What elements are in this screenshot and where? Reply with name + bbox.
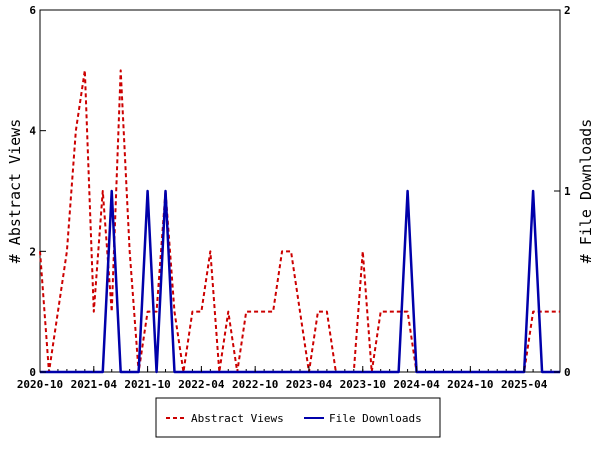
x-tick-label: 2023-10 bbox=[340, 378, 386, 391]
legend: Abstract Views File Downloads bbox=[155, 397, 441, 438]
legend-box bbox=[155, 397, 441, 438]
y-left-tick-label: 0 bbox=[29, 366, 36, 379]
x-tick-label: 2022-10 bbox=[232, 378, 278, 391]
y-right-tick-label: 1 bbox=[564, 185, 571, 198]
y-left-tick-label: 4 bbox=[29, 125, 36, 138]
y-left-tick-label: 6 bbox=[29, 4, 36, 17]
legend-label-abstract-views: Abstract Views bbox=[191, 412, 284, 425]
ticks-layer: 2020-10 2021-04 2021-10 2022-04 2022-10 2023-… bbox=[17, 4, 571, 391]
x-tick-label: 2020-10 bbox=[17, 378, 63, 391]
x-tick-label: 2024-04 bbox=[393, 378, 440, 391]
series-layer bbox=[39, 69, 560, 374]
x-tick-label: 2022-04 bbox=[178, 378, 225, 391]
x-tick-label: 2023-04 bbox=[286, 378, 333, 391]
series-line-file-downloads bbox=[40, 189, 560, 374]
y-right-tick-label: 0 bbox=[564, 366, 571, 379]
y-axis-right-label: # File Downloads bbox=[577, 119, 595, 264]
x-tick-label: 2021-10 bbox=[124, 378, 170, 391]
legend-label-file-downloads: File Downloads bbox=[329, 412, 422, 425]
x-tick-label: 2025-04 bbox=[501, 378, 548, 391]
y-left-tick-label: 2 bbox=[29, 245, 36, 258]
x-tick-label: 2021-04 bbox=[71, 378, 118, 391]
y-axis-left-label: # Abstract Views bbox=[6, 119, 24, 264]
y-right-tick-label: 2 bbox=[564, 4, 571, 17]
x-tick-label: 2024-10 bbox=[447, 378, 493, 391]
